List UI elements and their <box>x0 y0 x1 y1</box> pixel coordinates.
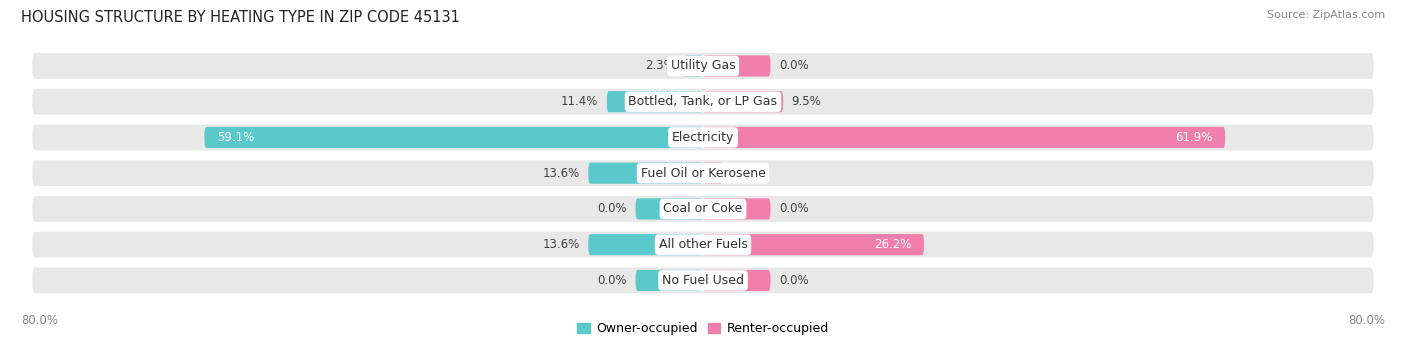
FancyBboxPatch shape <box>683 55 703 76</box>
Text: 26.2%: 26.2% <box>875 238 911 251</box>
FancyBboxPatch shape <box>703 234 924 255</box>
FancyBboxPatch shape <box>703 127 1225 148</box>
Text: Coal or Coke: Coal or Coke <box>664 203 742 216</box>
Text: 9.5%: 9.5% <box>792 95 821 108</box>
Text: 2.3%: 2.3% <box>645 59 675 72</box>
Text: 11.4%: 11.4% <box>561 95 599 108</box>
Text: 80.0%: 80.0% <box>21 314 58 327</box>
FancyBboxPatch shape <box>636 198 703 220</box>
FancyBboxPatch shape <box>607 91 703 112</box>
FancyBboxPatch shape <box>703 163 723 184</box>
Text: 0.0%: 0.0% <box>779 274 808 287</box>
Text: Electricity: Electricity <box>672 131 734 144</box>
FancyBboxPatch shape <box>32 53 1374 79</box>
FancyBboxPatch shape <box>32 89 1374 115</box>
Text: HOUSING STRUCTURE BY HEATING TYPE IN ZIP CODE 45131: HOUSING STRUCTURE BY HEATING TYPE IN ZIP… <box>21 10 460 25</box>
FancyBboxPatch shape <box>588 163 703 184</box>
Text: 0.0%: 0.0% <box>779 203 808 216</box>
Text: 0.0%: 0.0% <box>598 203 627 216</box>
Text: 13.6%: 13.6% <box>543 238 579 251</box>
FancyBboxPatch shape <box>703 198 770 220</box>
FancyBboxPatch shape <box>204 127 703 148</box>
FancyBboxPatch shape <box>703 270 770 291</box>
Text: Bottled, Tank, or LP Gas: Bottled, Tank, or LP Gas <box>628 95 778 108</box>
FancyBboxPatch shape <box>588 234 703 255</box>
Text: Utility Gas: Utility Gas <box>671 59 735 72</box>
Legend: Owner-occupied, Renter-occupied: Owner-occupied, Renter-occupied <box>572 317 834 340</box>
FancyBboxPatch shape <box>636 270 703 291</box>
FancyBboxPatch shape <box>32 268 1374 293</box>
FancyBboxPatch shape <box>32 124 1374 150</box>
FancyBboxPatch shape <box>32 196 1374 222</box>
Text: 0.0%: 0.0% <box>598 274 627 287</box>
FancyBboxPatch shape <box>703 91 783 112</box>
Text: 61.9%: 61.9% <box>1175 131 1212 144</box>
Text: Fuel Oil or Kerosene: Fuel Oil or Kerosene <box>641 167 765 180</box>
Text: 13.6%: 13.6% <box>543 167 579 180</box>
FancyBboxPatch shape <box>32 160 1374 186</box>
Text: 2.4%: 2.4% <box>731 167 762 180</box>
Text: Source: ZipAtlas.com: Source: ZipAtlas.com <box>1267 10 1385 20</box>
Text: No Fuel Used: No Fuel Used <box>662 274 744 287</box>
Text: All other Fuels: All other Fuels <box>658 238 748 251</box>
FancyBboxPatch shape <box>703 55 770 76</box>
FancyBboxPatch shape <box>32 232 1374 257</box>
Text: 59.1%: 59.1% <box>217 131 254 144</box>
Text: 0.0%: 0.0% <box>779 59 808 72</box>
Text: 80.0%: 80.0% <box>1348 314 1385 327</box>
